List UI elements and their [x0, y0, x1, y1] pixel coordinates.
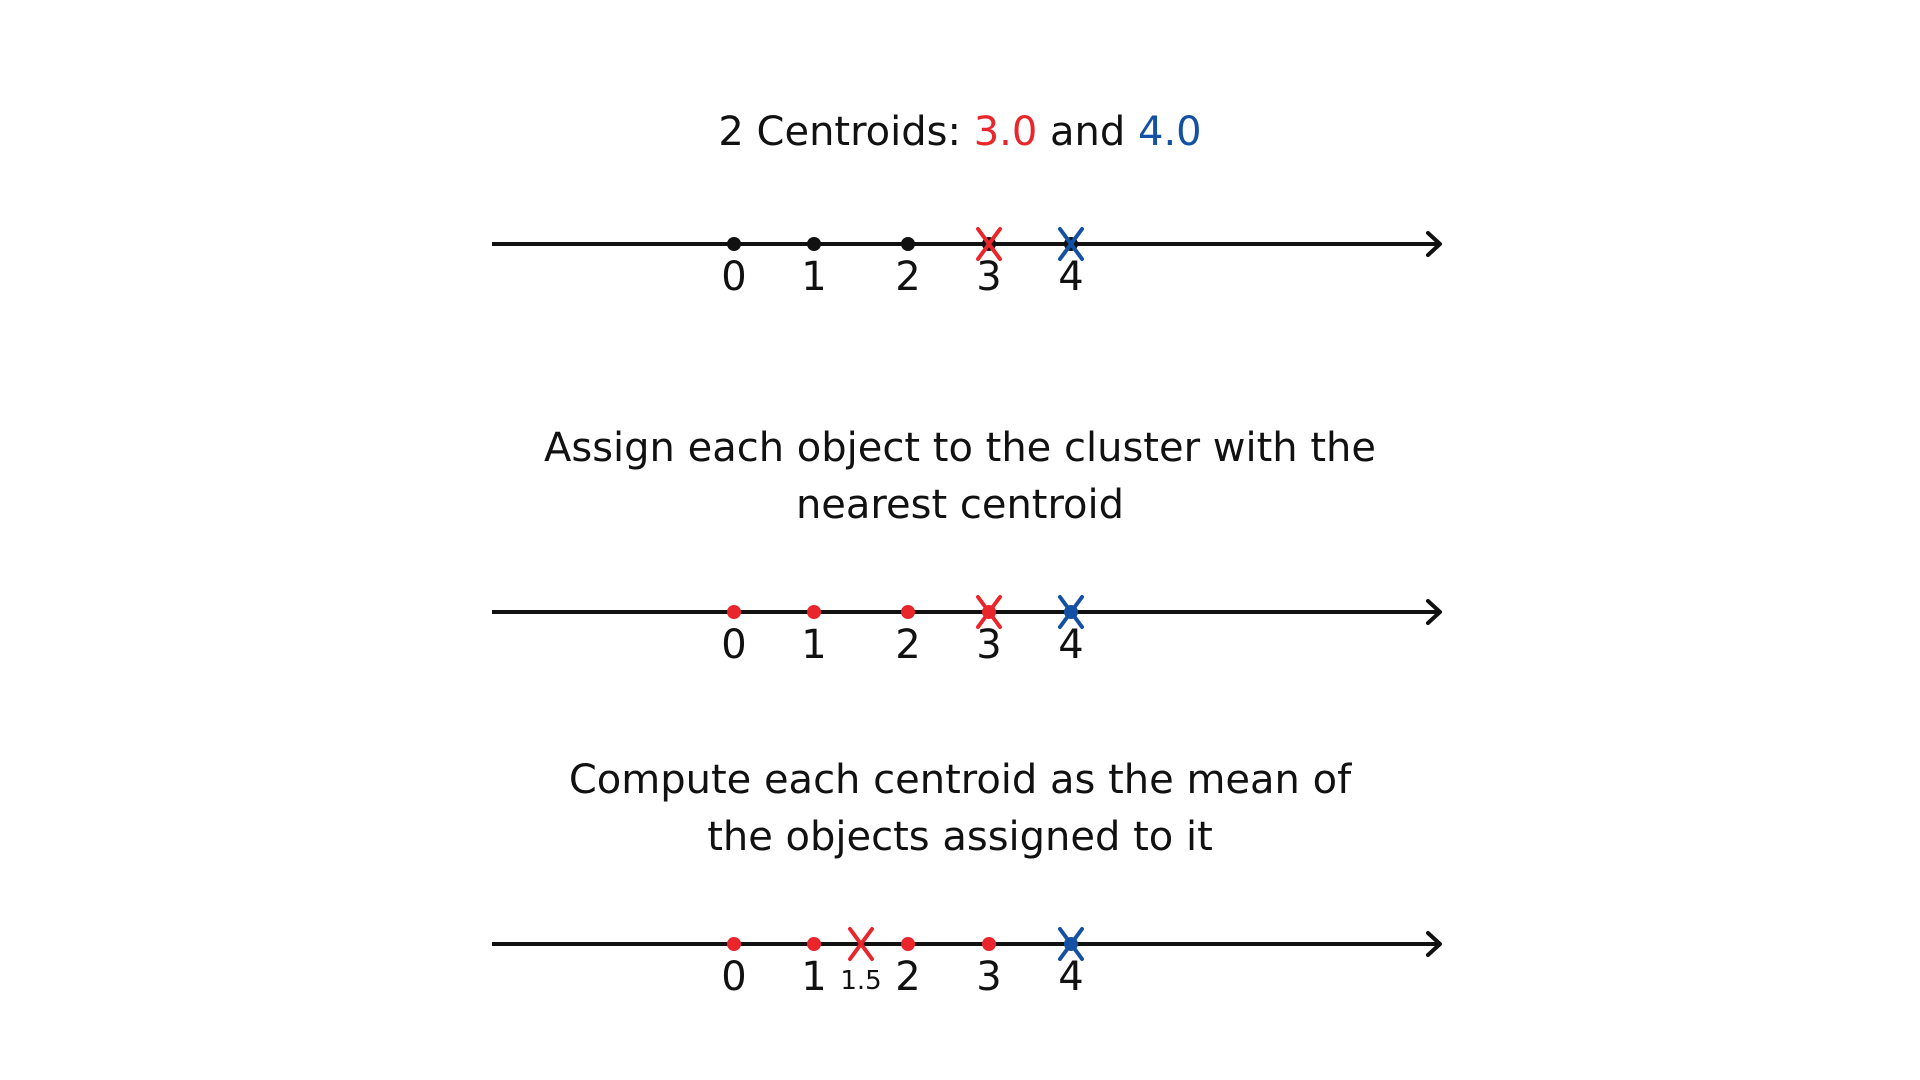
- centroid-b-marker: [1058, 227, 1084, 261]
- axis-arrowhead: [1426, 231, 1442, 257]
- data-point-2: [901, 237, 915, 251]
- data-point-3: [982, 937, 996, 951]
- tick-label-0: 0: [721, 622, 746, 668]
- centroid-b-value: 4.0: [1138, 109, 1202, 155]
- tick-label-1: 1: [801, 954, 826, 1000]
- tick-label-2: 2: [895, 622, 920, 668]
- tick-label-1: 1: [801, 622, 826, 668]
- tick-label-3: 3: [976, 954, 1001, 1000]
- number-line-update: 0 1 2 3 4 1.5: [492, 927, 1442, 1000]
- number-line-assignment: 0 1 2 3 4: [492, 595, 1442, 668]
- tick-label-2: 2: [895, 254, 920, 300]
- tick-label-1: 1: [801, 254, 826, 300]
- step1-heading: 2 Centroids: 3.0 and 4.0: [0, 104, 1920, 161]
- step1-joiner: and: [1037, 109, 1138, 155]
- centroid-a-marker: [976, 595, 1002, 629]
- number-line-initial-centroids: 0 1 2 3 4: [492, 227, 1442, 300]
- step3-line2: the objects assigned to it: [707, 814, 1213, 860]
- centroid-a-marker: [848, 927, 874, 961]
- tick-label-3: 3: [976, 622, 1001, 668]
- step2-line2: nearest centroid: [795, 482, 1125, 528]
- step3-heading: Compute each centroid as the mean of the…: [0, 752, 1920, 866]
- tick-label-4: 4: [1058, 254, 1083, 300]
- tick-label-4: 4: [1058, 622, 1083, 668]
- data-point-0: [727, 605, 741, 619]
- data-point-1: [807, 937, 821, 951]
- centroid-b-marker: [1058, 927, 1084, 961]
- centroid-a-marker: [976, 227, 1002, 261]
- data-point-0: [727, 937, 741, 951]
- data-point-1: [807, 605, 821, 619]
- tick-label-3: 3: [976, 254, 1001, 300]
- tick-label-0: 0: [721, 954, 746, 1000]
- data-point-0: [727, 237, 741, 251]
- step2-line1: Assign each object to the cluster with t…: [544, 425, 1376, 471]
- axis-arrowhead: [1426, 599, 1442, 625]
- tick-label-2: 2: [895, 954, 920, 1000]
- axis-arrowhead: [1426, 931, 1442, 957]
- step3-line1: Compute each centroid as the mean of: [568, 757, 1352, 803]
- tick-label-0: 0: [721, 254, 746, 300]
- centroid-a-label: 1.5: [840, 966, 881, 996]
- step2-heading: Assign each object to the cluster with t…: [0, 420, 1920, 534]
- centroid-b-marker: [1058, 595, 1084, 629]
- data-point-2: [901, 605, 915, 619]
- data-point-2: [901, 937, 915, 951]
- tick-label-4: 4: [1058, 954, 1083, 1000]
- centroid-a-value: 3.0: [973, 109, 1038, 155]
- data-point-1: [807, 237, 821, 251]
- step1-prefix: 2 Centroids:: [718, 109, 974, 155]
